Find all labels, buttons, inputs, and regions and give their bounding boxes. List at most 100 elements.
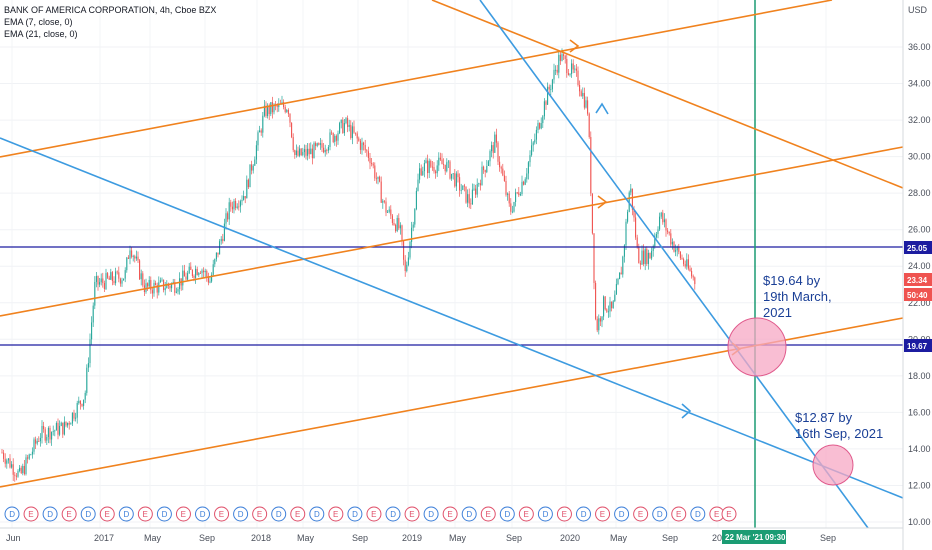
event-marker-circle[interactable] [518, 506, 534, 522]
event-marker-circle[interactable] [614, 506, 630, 522]
earnings-marker[interactable]: E [595, 506, 611, 522]
event-marker-circle[interactable] [347, 506, 363, 522]
earnings-marker[interactable]: E [721, 506, 737, 522]
earnings-marker[interactable]: E [480, 506, 496, 522]
event-marker-circle[interactable] [42, 506, 58, 522]
event-marker-circle[interactable] [366, 506, 382, 522]
event-marker-circle[interactable] [461, 506, 477, 522]
earnings-marker[interactable]: E [671, 506, 687, 522]
chart-legend[interactable]: BANK OF AMERICA CORPORATION, 4h, Cboe BZ… [4, 4, 216, 40]
event-marker-circle[interactable] [385, 506, 401, 522]
earnings-marker[interactable]: E [556, 506, 572, 522]
event-marker-circle[interactable] [214, 506, 230, 522]
earnings-marker[interactable]: E [328, 506, 344, 522]
earnings-marker[interactable]: E [137, 506, 153, 522]
event-marker-circle[interactable] [137, 506, 153, 522]
dividend-marker[interactable]: D [42, 506, 58, 522]
blue-arrow-1[interactable] [595, 102, 609, 115]
earnings-marker[interactable]: E [99, 506, 115, 522]
dividend-marker[interactable]: D [156, 506, 172, 522]
event-marker-circle[interactable] [23, 506, 39, 522]
target-circle-2[interactable] [812, 444, 854, 486]
dividend-marker[interactable]: D [652, 506, 668, 522]
event-marker-circle[interactable] [4, 506, 20, 522]
event-marker-circle[interactable] [690, 506, 706, 522]
earnings-marker[interactable]: E [633, 506, 649, 522]
dividend-marker[interactable]: D [576, 506, 591, 522]
time-axis[interactable]: Jun 2017 May Sep 2018 May Sep 2019 May Sep 2020 May… [0, 527, 903, 543]
earnings-marker[interactable]: E [404, 506, 420, 522]
event-marker-circle[interactable] [499, 506, 515, 522]
dividend-marker[interactable]: D [4, 506, 20, 522]
orange-channel-upper-line[interactable] [0, 0, 833, 158]
event-marker-circle[interactable] [233, 506, 249, 522]
earnings-marker[interactable]: E [290, 506, 306, 522]
candle-body [651, 250, 653, 259]
orange-arrow-1[interactable] [569, 39, 580, 53]
earnings-marker[interactable]: E [23, 506, 39, 522]
symbol-title[interactable]: BANK OF AMERICA CORPORATION, 4h, Cboe BZ… [4, 5, 217, 15]
event-marker-circle[interactable] [442, 506, 458, 522]
blue-long-trendline[interactable] [0, 137, 904, 499]
event-marker-label: D [200, 510, 206, 519]
dividend-marker[interactable]: D [614, 506, 630, 522]
earnings-marker[interactable]: E [518, 506, 534, 522]
event-marker-circle[interactable] [556, 506, 572, 522]
dividend-marker[interactable]: D [385, 506, 401, 522]
earnings-marker[interactable]: E [61, 506, 77, 522]
event-marker-circle[interactable] [633, 506, 649, 522]
dividend-marker[interactable]: D [118, 506, 134, 522]
event-marker-circle[interactable] [423, 506, 439, 522]
earnings-marker[interactable]: E [442, 506, 458, 522]
candle-body [684, 264, 686, 267]
orange-arrow-2[interactable] [597, 195, 608, 209]
dividend-marker[interactable]: D [423, 506, 439, 522]
dividend-marker[interactable]: D [499, 506, 515, 522]
event-marker-circle[interactable] [309, 506, 325, 522]
orange-channel-middle-line[interactable] [0, 146, 904, 317]
earnings-marker[interactable]: E [366, 506, 382, 522]
dividend-marker[interactable]: D [195, 506, 210, 522]
event-marker-circle[interactable] [61, 506, 77, 522]
blue-arrow-2[interactable] [681, 403, 692, 419]
candle-body [67, 422, 69, 426]
dividend-marker[interactable]: D [233, 506, 249, 522]
event-marker-circle[interactable] [118, 506, 134, 522]
target-circle-1[interactable] [727, 317, 787, 377]
event-marker-circle[interactable] [671, 506, 687, 522]
event-marker-circle[interactable] [156, 506, 172, 522]
event-marker-circle[interactable] [195, 506, 210, 522]
dividend-marker[interactable]: D [80, 506, 96, 522]
event-marker-circle[interactable] [175, 506, 191, 522]
earnings-marker[interactable]: E [252, 506, 268, 522]
dividend-marker[interactable]: D [271, 506, 287, 522]
event-marker-circle[interactable] [480, 506, 496, 522]
dividend-marker[interactable]: D [461, 506, 477, 522]
dividend-marker[interactable]: D [347, 506, 363, 522]
event-marker-circle[interactable] [576, 506, 591, 522]
ema-7-label[interactable]: EMA (7, close, 0) [4, 17, 73, 27]
dividend-marker[interactable]: D [537, 506, 553, 522]
event-marker-circle[interactable] [80, 506, 96, 522]
candle-body [611, 301, 613, 309]
earnings-marker[interactable]: E [214, 506, 230, 522]
event-marker-circle[interactable] [290, 506, 306, 522]
event-marker-circle[interactable] [537, 506, 553, 522]
annotations[interactable]: $19.64 by 19th March, 2021 $12.87 by 16t… [727, 273, 883, 486]
orange-descending-line[interactable] [431, 0, 904, 189]
event-marker-circle[interactable] [595, 506, 611, 522]
event-marker-circle[interactable] [328, 506, 344, 522]
event-marker-circle[interactable] [404, 506, 420, 522]
ema-21-label[interactable]: EMA (21, close, 0) [4, 29, 78, 39]
dividend-marker[interactable]: D [690, 506, 706, 522]
event-marker-circle[interactable] [271, 506, 287, 522]
dividend-marker[interactable]: D [309, 506, 325, 522]
event-marker-circle[interactable] [99, 506, 115, 522]
blue-steep-trendline[interactable] [479, 0, 869, 529]
event-marker-circle[interactable] [721, 506, 737, 522]
event-marker-circle[interactable] [252, 506, 268, 522]
earnings-marker[interactable]: E [175, 506, 191, 522]
event-marker-circle[interactable] [652, 506, 668, 522]
